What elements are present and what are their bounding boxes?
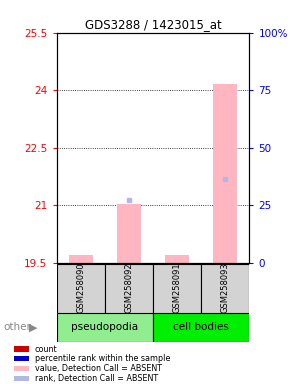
Text: GSM258093: GSM258093 <box>221 262 230 313</box>
Bar <box>14 356 29 361</box>
Bar <box>57 264 105 313</box>
Bar <box>153 313 249 342</box>
Text: percentile rank within the sample: percentile rank within the sample <box>35 354 170 363</box>
Text: GSM258091: GSM258091 <box>173 262 182 313</box>
Bar <box>14 376 29 381</box>
Bar <box>14 366 29 371</box>
Text: pseudopodia: pseudopodia <box>71 322 138 333</box>
Bar <box>69 255 93 263</box>
Text: count: count <box>35 345 57 354</box>
Bar <box>105 264 153 313</box>
Text: cell bodies: cell bodies <box>173 322 229 333</box>
Bar <box>57 313 153 342</box>
Text: GSM258090: GSM258090 <box>76 262 85 313</box>
Text: rank, Detection Call = ABSENT: rank, Detection Call = ABSENT <box>35 374 158 383</box>
Bar <box>117 204 141 263</box>
Bar <box>165 255 189 263</box>
Text: other: other <box>3 322 31 332</box>
Bar <box>153 264 201 313</box>
Bar <box>201 264 249 313</box>
Bar <box>14 346 29 352</box>
Text: GSM258092: GSM258092 <box>124 262 133 313</box>
Title: GDS3288 / 1423015_at: GDS3288 / 1423015_at <box>85 18 221 31</box>
Text: value, Detection Call = ABSENT: value, Detection Call = ABSENT <box>35 364 162 373</box>
Bar <box>213 84 237 263</box>
Text: ▶: ▶ <box>29 322 38 332</box>
